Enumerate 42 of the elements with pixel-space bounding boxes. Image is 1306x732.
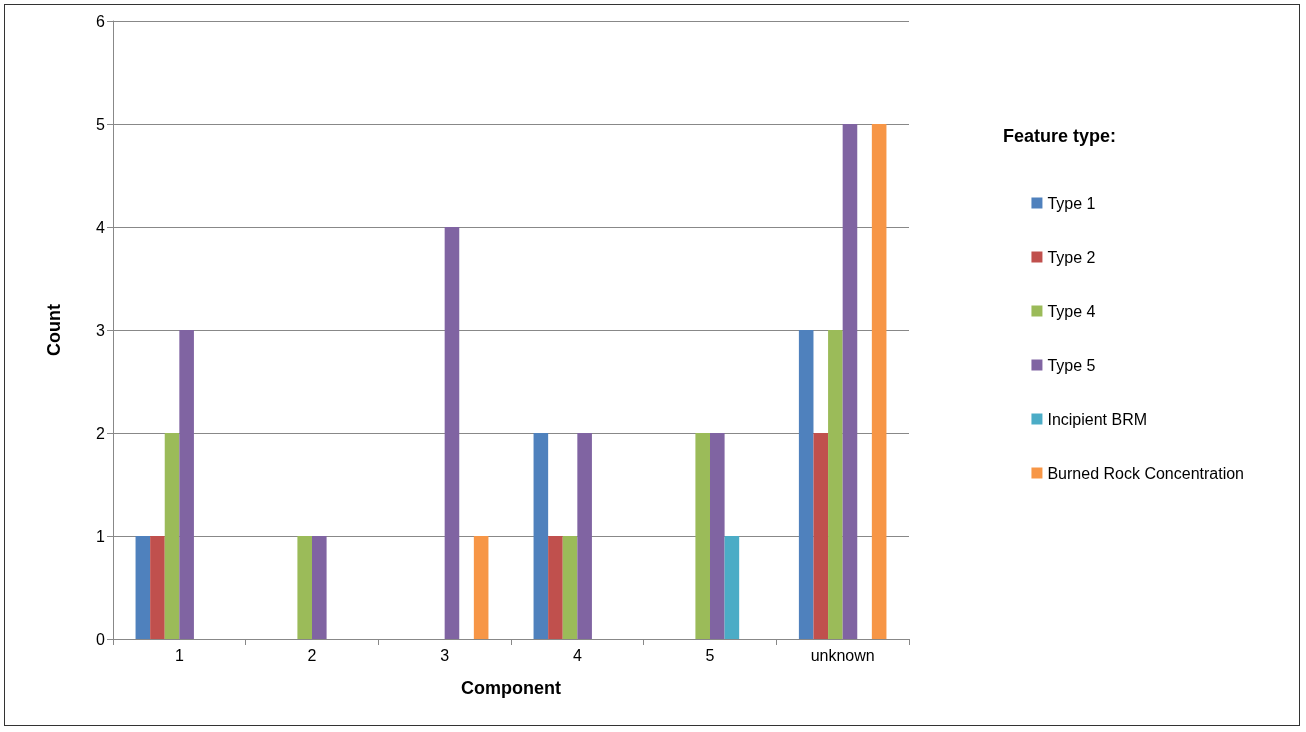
legend-title: Feature type:: [1002, 126, 1116, 146]
bar: [798, 330, 814, 639]
y-tick-label: 5: [96, 115, 106, 133]
bar: [828, 330, 843, 639]
bar: [577, 433, 592, 639]
bar: [695, 433, 710, 639]
bar: [710, 433, 725, 639]
x-tick-label: 5: [705, 646, 715, 664]
legend-label: Incipient BRM: [1047, 410, 1148, 428]
x-tick-label: 2: [307, 646, 317, 664]
legend-label: Type 5: [1047, 356, 1096, 374]
y-tick-label: 4: [96, 218, 106, 236]
bar: [164, 433, 180, 639]
y-tick-label: 6: [96, 12, 106, 30]
bar: [842, 124, 858, 639]
y-tick-label: 1: [96, 527, 106, 545]
x-tick-label: 1: [174, 646, 184, 664]
x-axis-title: Component: [461, 678, 561, 698]
legend-label: Type 2: [1047, 248, 1096, 266]
bar: [444, 227, 460, 639]
legend-label: Type 4: [1047, 302, 1096, 320]
bar: [135, 536, 151, 639]
legend-label: Burned Rock Concentration: [1047, 464, 1245, 482]
bar: [473, 536, 489, 639]
legend-label: Type 1: [1047, 194, 1096, 212]
bar: [548, 536, 563, 639]
x-tick-label: 3: [440, 646, 450, 664]
x-tick-label: unknown: [810, 646, 875, 664]
bar: [312, 536, 327, 639]
bar: [297, 536, 312, 639]
x-tick-label: 4: [572, 646, 582, 664]
bar: [533, 433, 549, 639]
bar: [813, 433, 829, 639]
bar: [871, 124, 887, 639]
y-tick-label: 0: [96, 630, 106, 648]
bar: [179, 330, 194, 639]
bar: [562, 536, 578, 639]
y-tick-label: 3: [96, 321, 106, 339]
y-axis-title: Count: [44, 304, 64, 356]
bar: [150, 536, 165, 639]
y-tick-label: 2: [96, 424, 106, 442]
bar: [724, 536, 740, 639]
